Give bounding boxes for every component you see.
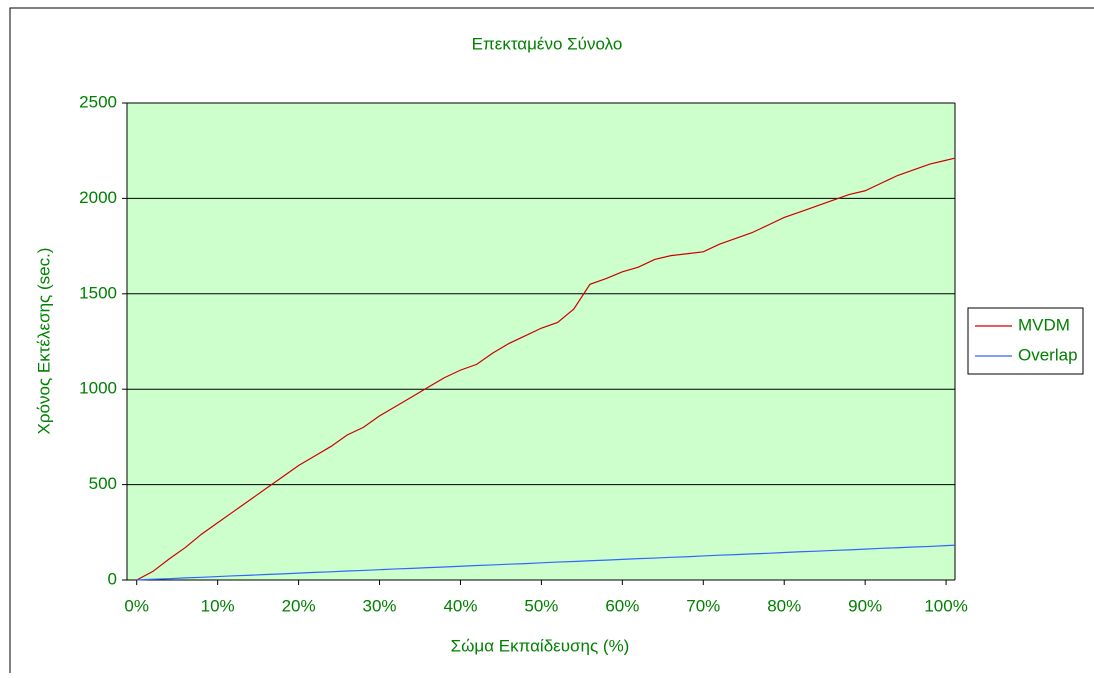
x-tick-label: 100% — [924, 596, 967, 615]
y-tick-label: 0 — [108, 569, 117, 588]
x-tick-label: 40% — [443, 596, 477, 615]
y-axis-label: Χρόνος Εκτέλεσης (sec.) — [34, 248, 53, 435]
x-tick-label: 0% — [124, 596, 149, 615]
legend-label: MVDM — [1018, 315, 1070, 334]
chart-title: Επεκταμένο Σύνολο — [472, 34, 623, 53]
y-tick-label: 1500 — [79, 283, 117, 302]
y-tick-label: 2000 — [79, 188, 117, 207]
data-line — [136, 157, 955, 581]
legend-label: Overlap — [1018, 345, 1078, 364]
x-tick-label: 70% — [686, 596, 720, 615]
x-tick-label: 30% — [363, 596, 397, 615]
x-tick-label: 80% — [767, 596, 801, 615]
x-axis-label: Σώμα Εκπαίδευσης (%) — [451, 636, 630, 655]
legend — [967, 307, 1084, 375]
x-tick-label: 60% — [605, 596, 639, 615]
plot-area — [127, 103, 955, 580]
x-tick-label: 10% — [201, 596, 235, 615]
x-tick-label: 20% — [282, 596, 316, 615]
data-line — [136, 544, 955, 581]
x-tick-label: 50% — [524, 596, 558, 615]
y-tick-label: 1000 — [79, 379, 117, 398]
y-tick-label: 2500 — [79, 92, 117, 111]
x-tick-label: 90% — [848, 596, 882, 615]
y-tick-label: 500 — [89, 474, 117, 493]
